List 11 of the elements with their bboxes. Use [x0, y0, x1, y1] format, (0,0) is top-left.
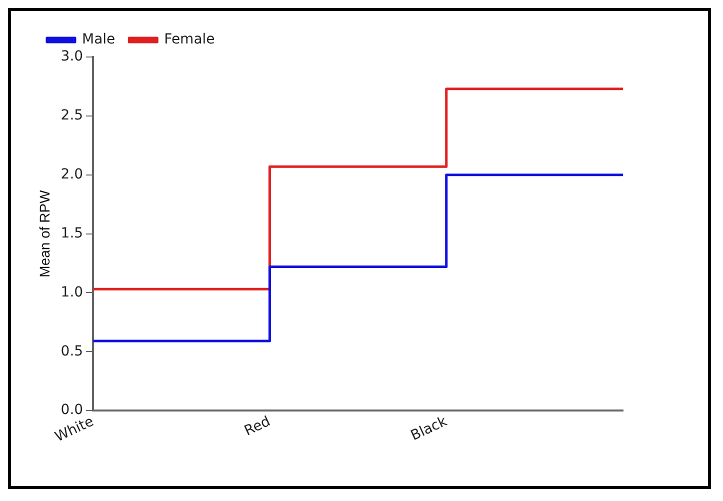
y-tick-label: 1.0 [60, 284, 84, 300]
y-tick-label: 2.5 [60, 108, 84, 124]
y-axis-title: Mean of RPW [36, 189, 52, 278]
legend-label: Female [164, 32, 215, 48]
y-tick-label: 2.0 [60, 166, 84, 182]
y-tick-label: 1.5 [60, 225, 84, 242]
x-tick-label: Black [408, 413, 450, 444]
y-tick-label: 3.0 [60, 48, 84, 65]
x-tick-label: Red [242, 414, 273, 440]
y-tick-label: 0.5 [60, 343, 84, 360]
legend-label: Male [82, 32, 116, 48]
